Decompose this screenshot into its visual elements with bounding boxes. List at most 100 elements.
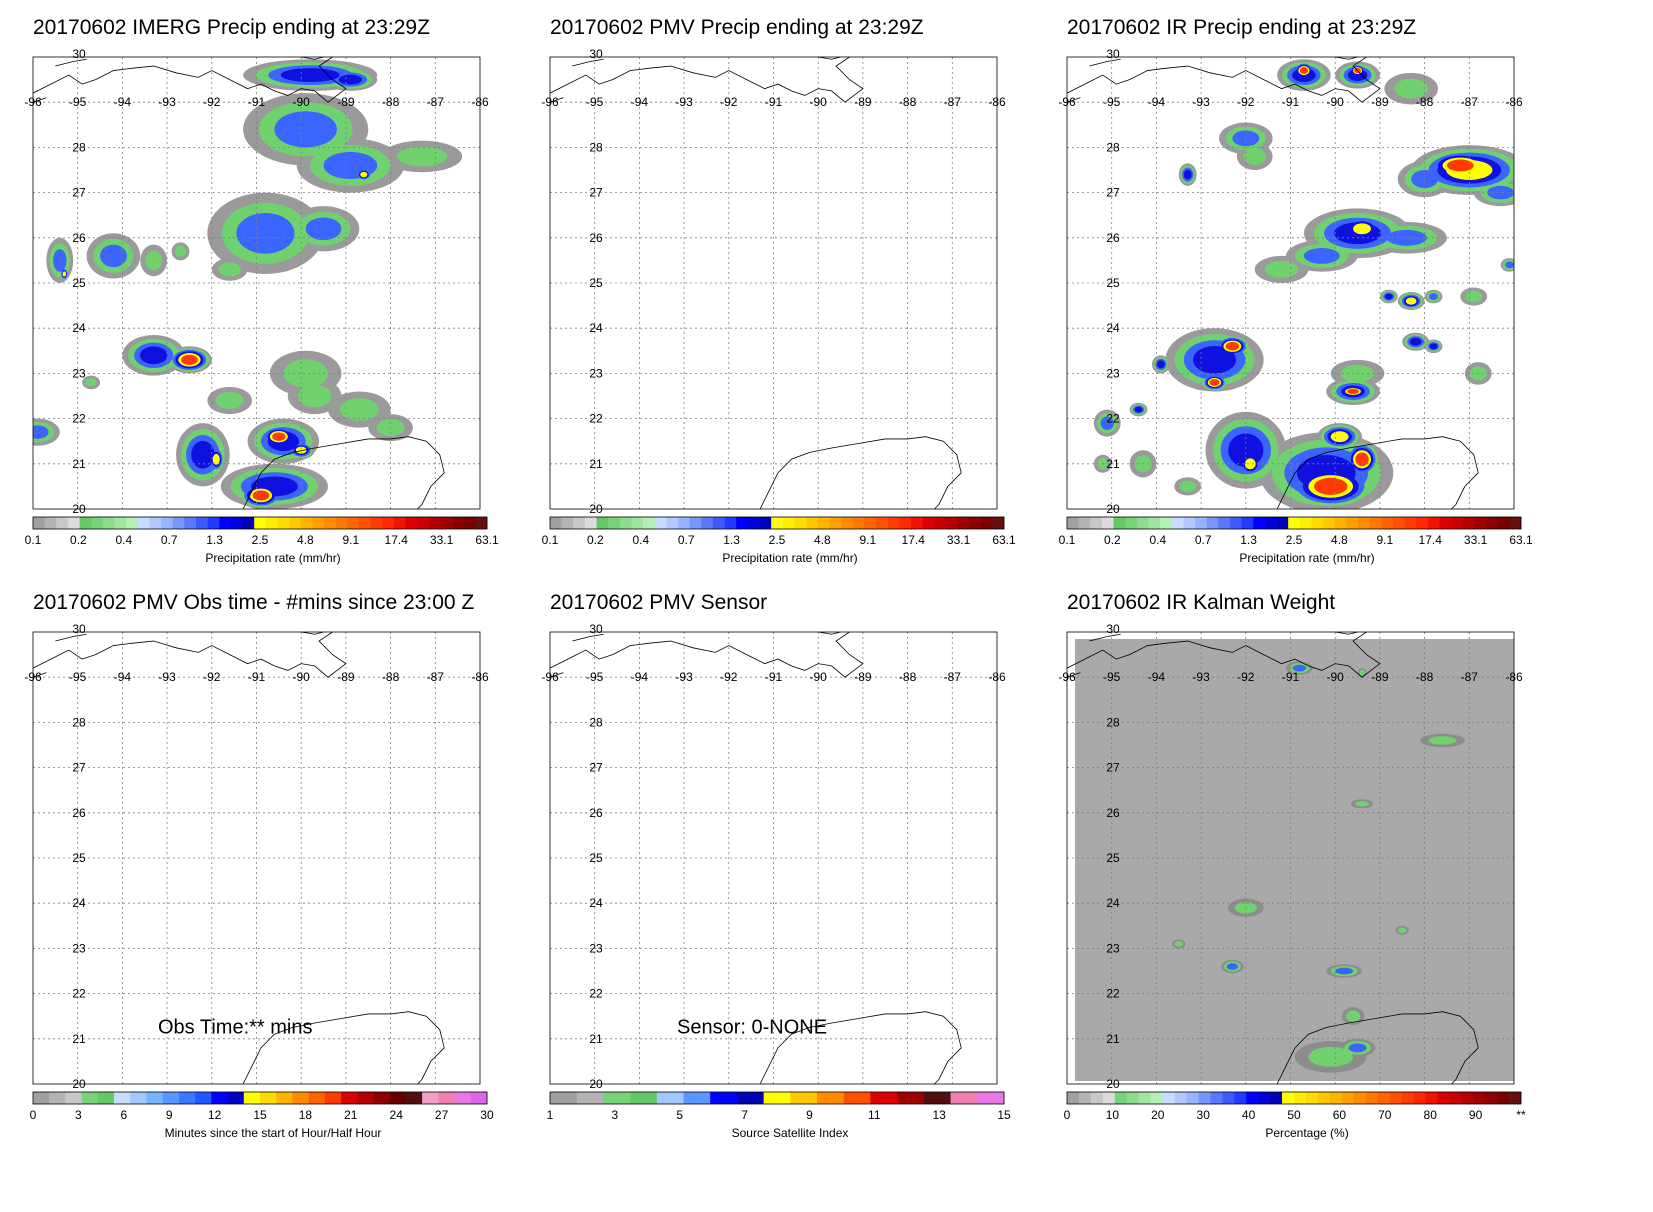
lon-label: -91 bbox=[1282, 670, 1300, 684]
colorbar-swatch bbox=[1113, 517, 1126, 529]
colorbar-swatch bbox=[1497, 1092, 1510, 1104]
colorbar-label: Precipitation rate (mm/hr) bbox=[722, 551, 858, 565]
colorbar-tick-label: 4.8 bbox=[1331, 533, 1348, 547]
precip-cell bbox=[1386, 229, 1427, 246]
precip-cell bbox=[1243, 147, 1266, 165]
colorbar-swatch bbox=[370, 517, 383, 529]
map-svg: 30 28 27 26 25 24 23 22 21 20 -96 -95 -94 -93 -92 -91 -9… bbox=[1058, 622, 1526, 1122]
lat-label: 30 bbox=[589, 622, 603, 636]
colorbar-swatch bbox=[678, 517, 690, 529]
colorbar-swatch bbox=[438, 1092, 455, 1104]
colorbar-swatch bbox=[405, 517, 418, 529]
colorbar-tick-label: 2.5 bbox=[769, 533, 786, 547]
colorbar: 0 3 6 9 12 15 18 21 24 27 30 bbox=[30, 1091, 494, 1122]
lon-label: -87 bbox=[944, 95, 962, 109]
precip-field bbox=[1093, 59, 1514, 509]
colorbar-swatch bbox=[1067, 1092, 1080, 1104]
lat-label: 27 bbox=[589, 761, 603, 775]
colorbar-label: Precipitation rate (mm/hr) bbox=[205, 551, 341, 565]
colorbar-tick-label: 1.3 bbox=[1240, 533, 1257, 547]
lon-label: -96 bbox=[1058, 95, 1076, 109]
precip-cell bbox=[1174, 941, 1183, 947]
colorbar-swatch bbox=[1078, 1092, 1092, 1104]
lat-label: 28 bbox=[1106, 715, 1120, 729]
colorbar-swatch bbox=[1206, 517, 1219, 529]
lat-label: 30 bbox=[72, 47, 86, 61]
panel-ir: 20170602 IR Precip ending at 23:29Z 30 28 2… bbox=[1034, 0, 1574, 600]
colorbar-swatch bbox=[1437, 1092, 1450, 1104]
lon-label: -86 bbox=[988, 670, 1006, 684]
lon-label: -89 bbox=[337, 670, 355, 684]
colorbar-swatch bbox=[1198, 1092, 1211, 1104]
colorbar-swatch bbox=[992, 517, 1005, 529]
lon-label: -95 bbox=[69, 95, 87, 109]
colorbar-tick-label: 24 bbox=[390, 1108, 404, 1122]
colorbar-swatch bbox=[1246, 1092, 1259, 1104]
colorbar-swatch bbox=[710, 1092, 738, 1104]
yucatan-coast bbox=[759, 436, 962, 510]
colorbar-tick-label: 30 bbox=[480, 1108, 494, 1122]
colorbar-swatch bbox=[1425, 1092, 1438, 1104]
colorbar: 0 10 20 30 40 50 60 70 80 90 ** bbox=[1064, 1091, 1526, 1122]
lat-label: 26 bbox=[589, 806, 603, 820]
colorbar-frame bbox=[549, 1091, 1005, 1105]
colorbar-swatch bbox=[341, 1092, 358, 1104]
colorbar-swatch bbox=[630, 1092, 658, 1104]
colorbar-tick-label: 11 bbox=[868, 1108, 881, 1122]
precip-cell bbox=[53, 249, 67, 272]
colorbar-swatch bbox=[382, 517, 395, 529]
lat-label: 30 bbox=[1106, 47, 1120, 61]
map-frame bbox=[1066, 631, 1515, 1085]
lat-label: 26 bbox=[1106, 806, 1120, 820]
lat-label: 22 bbox=[72, 987, 86, 1001]
lon-label: -93 bbox=[158, 95, 176, 109]
lon-label: -86 bbox=[471, 670, 489, 684]
colorbar-tick-label: 0.7 bbox=[1195, 533, 1212, 547]
colorbar-swatch bbox=[887, 517, 900, 529]
colorbar-swatch bbox=[1486, 517, 1499, 529]
lon-label: -87 bbox=[944, 670, 962, 684]
lat-label: 28 bbox=[72, 715, 86, 729]
colorbar-swatch bbox=[114, 517, 127, 529]
colorbar-swatch bbox=[162, 1092, 180, 1104]
precip-cell bbox=[1179, 480, 1197, 493]
colorbar-swatch bbox=[736, 1092, 764, 1104]
lon-label: -92 bbox=[720, 95, 738, 109]
colorbar-swatch bbox=[817, 517, 830, 529]
lat-label: 25 bbox=[1106, 276, 1120, 290]
colorbar-swatch bbox=[1497, 517, 1510, 529]
lat-label: 28 bbox=[1106, 140, 1120, 154]
colorbar-swatch bbox=[724, 517, 737, 529]
lon-label: -87 bbox=[427, 95, 445, 109]
precip-cell bbox=[1134, 406, 1143, 413]
lat-label: 21 bbox=[1106, 1032, 1120, 1046]
colorbar-swatch bbox=[603, 1092, 631, 1104]
colorbar-swatch bbox=[1509, 1092, 1522, 1104]
coastline-segment bbox=[1089, 633, 1121, 642]
colorbar-swatch bbox=[1462, 517, 1475, 529]
colorbar-swatch bbox=[897, 1092, 925, 1104]
colorbar-swatch bbox=[1067, 517, 1079, 529]
precip-cell bbox=[1353, 223, 1371, 235]
lat-label: 28 bbox=[589, 715, 603, 729]
coastline-segment bbox=[32, 672, 47, 678]
colorbar-swatch bbox=[689, 517, 702, 529]
colorbar-swatch bbox=[656, 1092, 684, 1104]
colorbar-tick-label: 80 bbox=[1424, 1108, 1438, 1122]
coastline-segment bbox=[32, 97, 47, 103]
lat-label: 21 bbox=[1106, 457, 1120, 471]
coastline bbox=[32, 631, 445, 1085]
lat-label: 20 bbox=[1106, 1077, 1120, 1091]
colorbar-tick-label: 21 bbox=[344, 1108, 358, 1122]
panel-kalman: 20170602 IR Kalman Weight 30 28 27 26 25 24 23 2… bbox=[1034, 575, 1574, 1175]
colorbar-swatch bbox=[373, 1092, 391, 1104]
colorbar-swatch bbox=[1102, 1092, 1116, 1104]
panel-imerg: 20170602 IMERG Precip ending at 23:29Z 30… bbox=[0, 0, 540, 600]
colorbar-swatch bbox=[1148, 517, 1161, 529]
colorbar-tick-label: 27 bbox=[435, 1108, 449, 1122]
precip-cell bbox=[1446, 159, 1474, 172]
colorbar-swatch bbox=[1416, 517, 1429, 529]
colorbar-tick-label: 1.3 bbox=[723, 533, 740, 547]
colorbar-tick-label: 63.1 bbox=[992, 533, 1016, 547]
colorbar-tick-label: 0.2 bbox=[70, 533, 87, 547]
